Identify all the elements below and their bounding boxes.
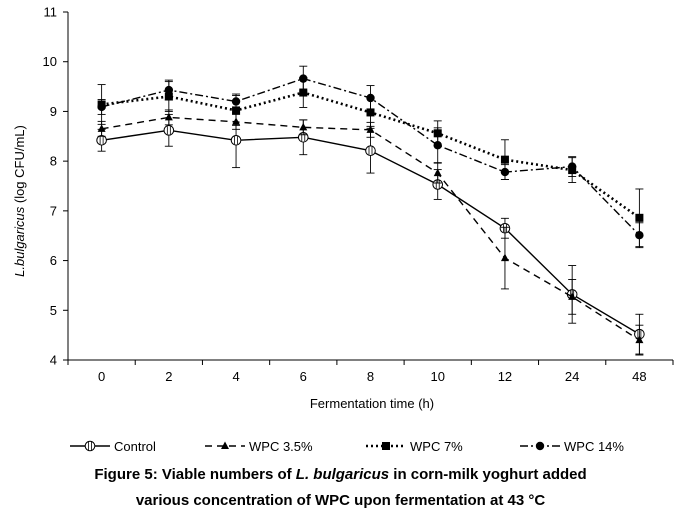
data-point: [299, 122, 308, 131]
legend-marker: [535, 441, 545, 451]
legend-label: WPC 7%: [410, 439, 463, 454]
legend-label: WPC 3.5%: [249, 439, 313, 454]
legend-marker: [382, 442, 390, 450]
legend-item-2: WPC 7%: [366, 439, 463, 454]
y-tick-label: 5: [50, 303, 57, 318]
data-point: [568, 292, 577, 300]
data-point: [567, 162, 577, 171]
data-point: [164, 85, 174, 95]
legend-label: Control: [114, 439, 156, 454]
data-point: [635, 231, 644, 240]
data-point: [299, 74, 308, 83]
y-tick-label: 6: [50, 253, 57, 268]
caption-text-a: Figure 5: Viable numbers of: [94, 466, 296, 483]
data-point: [500, 253, 509, 262]
x-tick-label: 6: [300, 369, 307, 384]
legend-item-0: Control: [70, 439, 156, 454]
legend-item-1: WPC 3.5%: [205, 439, 313, 454]
data-point: [366, 125, 375, 133]
figure-caption: Figure 5: Viable numbers of L. bulgaricu…: [0, 462, 681, 514]
x-tick-label: 0: [98, 369, 105, 384]
data-point: [433, 141, 442, 150]
data-point: [433, 168, 442, 177]
data-point: [366, 108, 375, 117]
y-axis-title-italic: L.bulgaricus: [12, 206, 27, 277]
data-point: [163, 125, 175, 136]
data-point: [500, 155, 509, 164]
legend-marker: [221, 441, 229, 449]
data-point: [231, 97, 241, 106]
caption-line-2: various concentration of WPC upon fermen…: [135, 492, 546, 509]
x-tick-label: 8: [367, 369, 374, 384]
legend: Control WPC 3.5% WPC 7% WPC 14%: [70, 439, 624, 454]
y-tick-label: 9: [50, 104, 57, 119]
y-axis-title-units: (log CFU/mL): [12, 125, 27, 207]
data-point: [164, 112, 173, 121]
data-point: [299, 88, 308, 97]
data-point: [635, 213, 644, 222]
legend-marker: [84, 440, 96, 452]
x-tick-label: 12: [498, 369, 512, 384]
data-point: [232, 106, 241, 115]
data-point: [365, 145, 376, 157]
y-tick-label: 4: [50, 353, 57, 368]
x-tick-label: 24: [565, 369, 579, 384]
y-tick-label: 7: [50, 203, 57, 218]
x-tick-label: 2: [165, 369, 172, 384]
series-layer: [96, 65, 645, 356]
y-tick-label: 10: [43, 54, 57, 69]
y-tick-label: 11: [44, 5, 58, 20]
data-point: [635, 335, 644, 344]
y-axis-title: L.bulgaricus (log CFU/mL): [12, 125, 27, 277]
legend-label: WPC 14%: [564, 439, 624, 454]
legend-item-3: WPC 14%: [520, 439, 624, 454]
data-point: [97, 124, 106, 132]
data-point: [97, 102, 106, 112]
data-point: [500, 167, 510, 177]
x-axis-title: Fermentation time (h): [310, 396, 434, 411]
series-0: [96, 112, 645, 355]
caption-species: L. bulgaricus: [295, 466, 390, 483]
x-tick-label: 10: [430, 369, 444, 384]
x-tick-label: 48: [632, 369, 646, 384]
data-point: [96, 134, 107, 146]
series-2: [97, 77, 644, 248]
x-tick-label: 4: [232, 369, 239, 384]
caption-line-1: Figure 5: Viable numbers of L. bulgaricu…: [0, 462, 681, 488]
y-tick-label: 8: [50, 154, 57, 169]
data-point: [366, 93, 375, 103]
series-3: [97, 65, 644, 249]
caption-text-b: in corn-milk yoghurt added: [389, 466, 587, 483]
data-point: [230, 134, 242, 146]
